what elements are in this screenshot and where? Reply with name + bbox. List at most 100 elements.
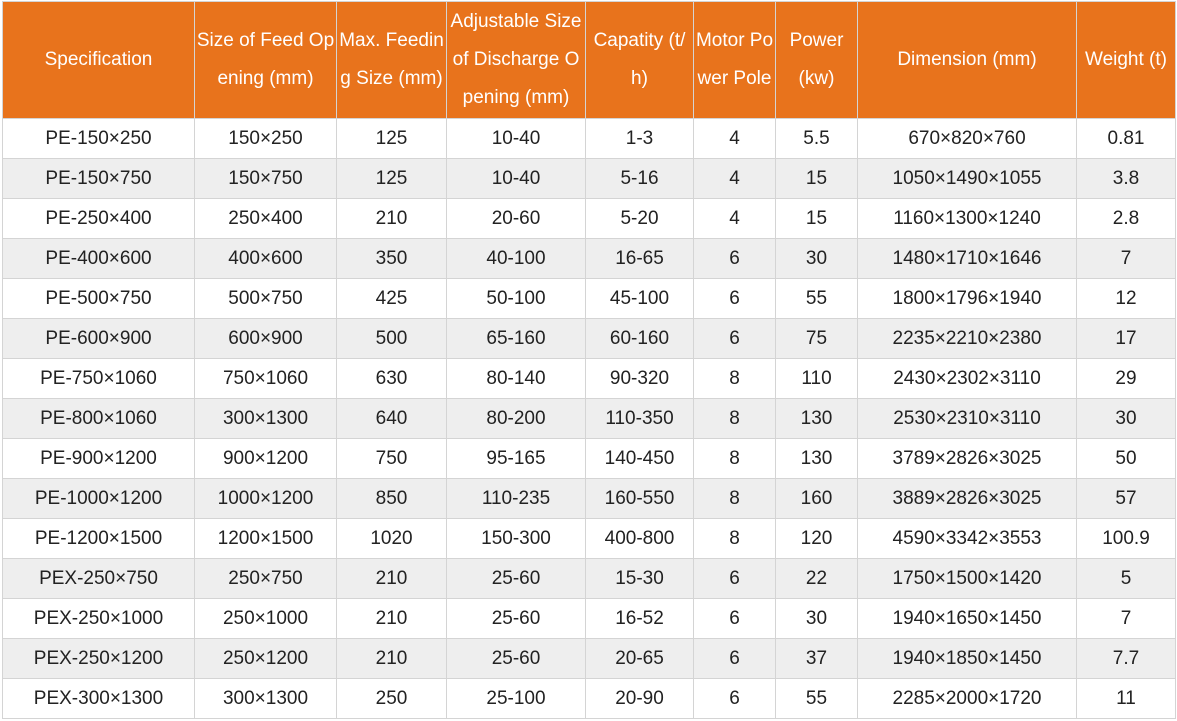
table-cell: 160-550 [585, 478, 694, 519]
table-cell: 3889×2826×3025 [857, 478, 1077, 519]
table-cell: 40-100 [446, 238, 586, 279]
table-cell: 8 [693, 398, 776, 439]
table-cell: PE-750×1060 [2, 358, 195, 399]
table-cell: 250 [336, 678, 447, 719]
table-cell: 1020 [336, 518, 447, 559]
header-cell: Size of Feed Opening (mm) [194, 1, 337, 119]
table-cell: 400×600 [194, 238, 337, 279]
table-cell: 5 [1076, 558, 1176, 599]
table-cell: 11 [1076, 678, 1176, 719]
table-row: PEX-250×1000 250×1000 210 25-60 16-52 6 30 1940… [2, 598, 1176, 639]
table-cell: 55 [775, 278, 858, 319]
table-cell: 750×1060 [194, 358, 337, 399]
table-body: PE-150×250 150×250 125 10-40 1-3 4 5.5 670×820×… [2, 118, 1176, 719]
table-cell: 3789×2826×3025 [857, 438, 1077, 479]
table-cell: 125 [336, 118, 447, 159]
table-cell: 1-3 [585, 118, 694, 159]
table-cell: 1000×1200 [194, 478, 337, 519]
table-cell: 2235×2210×2380 [857, 318, 1077, 359]
header-cell: Adjustable Size of Discharge Opening (mm… [446, 1, 586, 119]
table-cell: 20-90 [585, 678, 694, 719]
table-cell: 250×1200 [194, 638, 337, 679]
table-cell: 2530×2310×3110 [857, 398, 1077, 439]
table-cell: 1940×1650×1450 [857, 598, 1077, 639]
table-cell: PE-600×900 [2, 318, 195, 359]
table-cell: 12 [1076, 278, 1176, 319]
table-cell: 1050×1490×1055 [857, 158, 1077, 199]
table-cell: 6 [693, 278, 776, 319]
table-cell: 110 [775, 358, 858, 399]
table-row: PE-750×1060 750×1060 630 80-140 90-320 8 110 24… [2, 358, 1176, 399]
table-row: PE-150×750 150×750 125 10-40 5-16 4 15 1050×149… [2, 158, 1176, 199]
header-cell: Dimension (mm) [857, 1, 1077, 119]
table-cell: 4 [693, 158, 776, 199]
table-cell: 5.5 [775, 118, 858, 159]
table-cell: 640 [336, 398, 447, 439]
table-cell: 210 [336, 638, 447, 679]
table-cell: 100.9 [1076, 518, 1176, 559]
table-cell: 75 [775, 318, 858, 359]
table-cell: 4 [693, 118, 776, 159]
table-cell: 8 [693, 518, 776, 559]
header-cell: Specification [2, 1, 195, 119]
table-cell: 400-800 [585, 518, 694, 559]
table-row: PE-900×1200 900×1200 750 95-165 140-450 8 130 3… [2, 438, 1176, 479]
table-cell: 25-100 [446, 678, 586, 719]
table-cell: 7.7 [1076, 638, 1176, 679]
table-row: PEX-250×1200 250×1200 210 25-60 20-65 6 37 1940… [2, 638, 1176, 679]
table-cell: 210 [336, 598, 447, 639]
table-cell: 350 [336, 238, 447, 279]
table-cell: 3.8 [1076, 158, 1176, 199]
table-cell: 900×1200 [194, 438, 337, 479]
header-cell: Capatity (t/h) [585, 1, 694, 119]
table-cell: 600×900 [194, 318, 337, 359]
table-cell: PEX-300×1300 [2, 678, 195, 719]
table-cell: PE-250×400 [2, 198, 195, 239]
table-cell: 30 [775, 598, 858, 639]
table-cell: PEX-250×750 [2, 558, 195, 599]
table-cell: 8 [693, 358, 776, 399]
table-cell: 6 [693, 558, 776, 599]
table-cell: 16-52 [585, 598, 694, 639]
table-head: Specification Size of Feed Opening (mm) Ma… [2, 1, 1176, 119]
table-cell: 130 [775, 438, 858, 479]
table-cell: 4 [693, 198, 776, 239]
table-cell: 90-320 [585, 358, 694, 399]
table-cell: 750 [336, 438, 447, 479]
table-cell: 2.8 [1076, 198, 1176, 239]
table-cell: 95-165 [446, 438, 586, 479]
table-cell: 17 [1076, 318, 1176, 359]
table-cell: 250×1000 [194, 598, 337, 639]
table-cell: PE-800×1060 [2, 398, 195, 439]
table-cell: 150×250 [194, 118, 337, 159]
table-cell: 300×1300 [194, 398, 337, 439]
table-cell: 160 [775, 478, 858, 519]
table-cell: 500 [336, 318, 447, 359]
table-cell: 10-40 [446, 118, 586, 159]
table-cell: 25-60 [446, 638, 586, 679]
table-row: PE-800×1060 300×1300 640 80-200 110-350 8 130 2… [2, 398, 1176, 439]
table-cell: 140-450 [585, 438, 694, 479]
table-cell: 50-100 [446, 278, 586, 319]
table-row: PEX-300×1300 300×1300 250 25-100 20-90 6 55 228… [2, 678, 1176, 719]
table-cell: 20-65 [585, 638, 694, 679]
table-cell: PE-1000×1200 [2, 478, 195, 519]
table-cell: 45-100 [585, 278, 694, 319]
table-cell: 300×1300 [194, 678, 337, 719]
table-cell: 7 [1076, 238, 1176, 279]
table-cell: 15-30 [585, 558, 694, 599]
table-cell: 16-65 [585, 238, 694, 279]
table-cell: 6 [693, 318, 776, 359]
header-cell: Power (kw) [775, 1, 858, 119]
table-cell: 210 [336, 558, 447, 599]
table-row: PE-250×400 250×400 210 20-60 5-20 4 15 1160×130… [2, 198, 1176, 239]
table-cell: 55 [775, 678, 858, 719]
table-cell: 150-300 [446, 518, 586, 559]
table-cell: 110-235 [446, 478, 586, 519]
table-row: PEX-250×750 250×750 210 25-60 15-30 6 22 1750×1… [2, 558, 1176, 599]
table-cell: 250×400 [194, 198, 337, 239]
table-cell: 6 [693, 678, 776, 719]
table-cell: 7 [1076, 598, 1176, 639]
table-cell: 50 [1076, 438, 1176, 479]
